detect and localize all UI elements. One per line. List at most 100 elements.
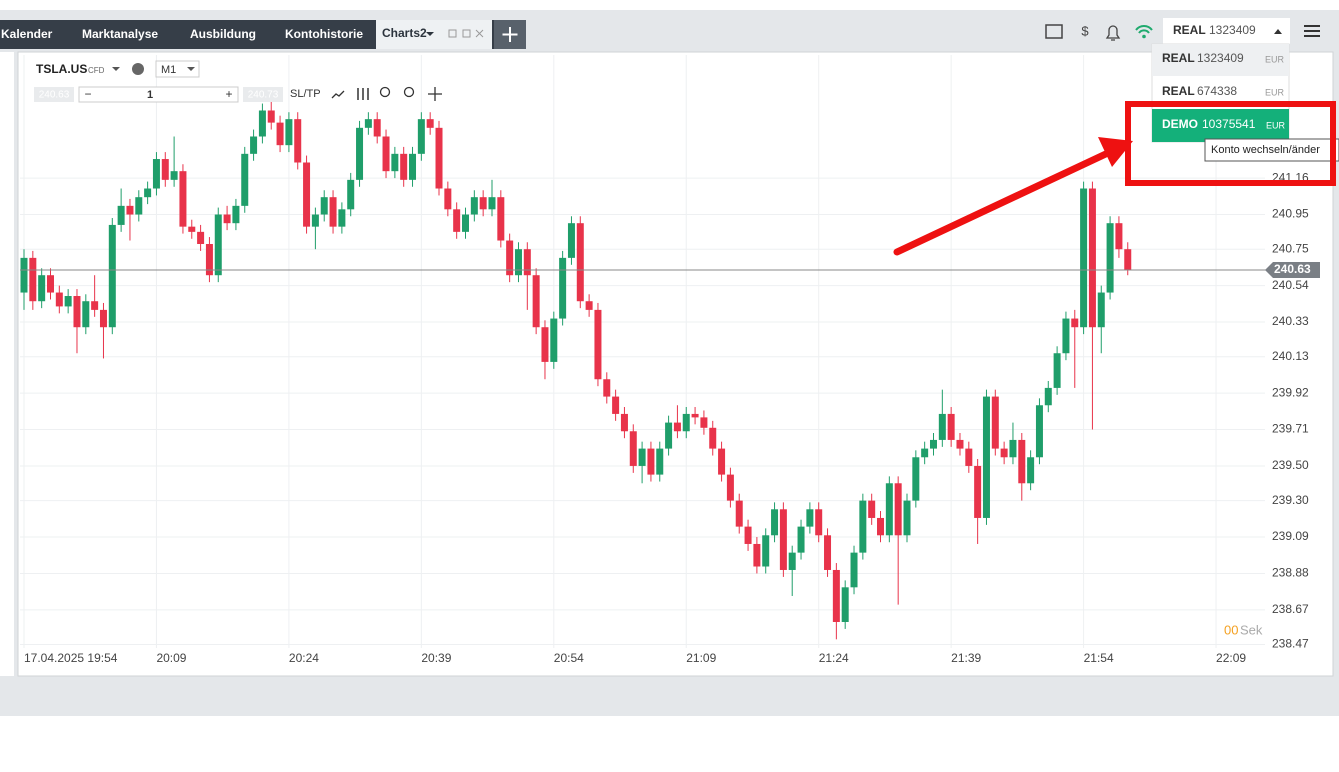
symbol[interactable]: TSLA.US [36,62,87,76]
candle-body [232,205,240,224]
bid-price[interactable]: 240.63 [39,90,70,101]
ask-price[interactable]: 240.73 [248,90,279,101]
candle-body [20,257,28,293]
option-currency[interactable]: EUR [1266,120,1286,130]
icon-zoom-in[interactable] [403,86,415,98]
candle-body [629,431,637,466]
volume-input[interactable] [78,86,239,103]
icon-move[interactable] [428,87,442,101]
candle-body [991,396,999,449]
candle-body [885,483,893,536]
icon-zoom-out[interactable] [379,86,391,98]
candle-body [435,127,443,189]
y-tick-label: 238.47 [1272,637,1309,651]
sltp-button[interactable]: SL/TP [290,88,321,100]
info-icon[interactable] [132,63,144,75]
tab[interactable]: Ausbildung [190,27,256,41]
account-option-bg[interactable] [1152,44,1289,76]
account-type[interactable]: REAL [1173,23,1206,37]
candle-body [567,223,575,258]
candle-body [779,509,787,570]
candle-body [241,153,249,206]
tab[interactable]: Charts2 [382,26,427,40]
option-number[interactable]: 10375541 [1202,117,1256,131]
candle-body [744,526,752,544]
candle-body [55,292,63,307]
icon-line-chart[interactable] [331,90,345,99]
candle-body [497,197,505,241]
option-type[interactable]: REAL [1162,84,1195,98]
icon-close[interactable] [475,29,484,38]
timer: 00 [1224,622,1238,637]
option-type[interactable]: DEMO [1162,117,1198,131]
candle-body [956,439,964,449]
candle-body [214,214,222,276]
tab[interactable]: Kontohistorie [285,27,363,41]
plus[interactable]: + [225,87,232,101]
account-caret [1274,29,1282,34]
candle-body [373,119,381,137]
candle-body [338,209,346,227]
candle-body [771,509,779,536]
candle-body [912,457,920,501]
symbol-caret[interactable] [112,67,120,71]
candle-body [921,448,929,458]
account-option-selected[interactable] [1152,109,1289,142]
candle-body [1035,405,1043,458]
option-currency[interactable]: EUR [1265,87,1285,97]
candle-body [108,224,116,328]
candle-body [612,396,620,414]
candle-body [1027,457,1035,484]
x-tick-label: 20:24 [289,651,319,665]
candle-body [470,197,478,215]
icon-candles[interactable] [357,88,369,100]
candle-body [188,226,196,232]
candle-body [523,249,531,276]
candle-body [223,214,231,224]
volume[interactable]: 1 [147,89,153,101]
account-button[interactable] [1163,18,1290,44]
candle-body [877,517,885,536]
y-tick-label: 238.67 [1272,602,1309,616]
candle-body [594,309,602,380]
account-number[interactable]: 1323409 [1209,23,1256,37]
candle-body [267,110,275,123]
candle-body [409,153,417,180]
candle-body [665,422,673,449]
option-number[interactable]: 1323409 [1197,51,1244,65]
option-number[interactable]: 674338 [1197,84,1237,98]
candle-body [1124,249,1132,271]
candle-body [550,318,558,362]
bid-box[interactable] [34,87,74,102]
tab[interactable]: Marktanalyse [82,27,158,41]
icon-layout[interactable] [1045,24,1063,39]
timeframe[interactable]: M1 [161,64,176,76]
icon-popout[interactable] [448,29,457,38]
candle-body [1044,387,1052,406]
icon-currency[interactable]: $ [1081,23,1089,38]
y-tick-label: 239.92 [1272,385,1309,399]
icon-maximize[interactable] [462,29,471,38]
tab[interactable]: Kalender [1,27,53,41]
candle-body [726,474,734,501]
menu-icon[interactable] [1304,25,1320,37]
candle-body [29,257,37,302]
candle-body [126,205,134,215]
x-tick-label: 20:39 [421,651,451,665]
active-tab[interactable] [376,20,492,49]
candle-body [841,587,849,622]
option-type[interactable]: REAL [1162,51,1195,65]
minus[interactable]: − [84,87,91,101]
candle-body [1053,353,1061,388]
candle-body [576,223,584,302]
candle-body [170,171,178,180]
option-currency[interactable]: EUR [1265,54,1285,64]
icon-bell[interactable] [1105,25,1121,41]
ask-box[interactable] [243,87,283,102]
instrument-type: CFD [88,66,105,75]
y-tick-label: 240.95 [1272,207,1309,221]
timeframe-select[interactable] [155,60,200,78]
candle-body [788,552,796,570]
